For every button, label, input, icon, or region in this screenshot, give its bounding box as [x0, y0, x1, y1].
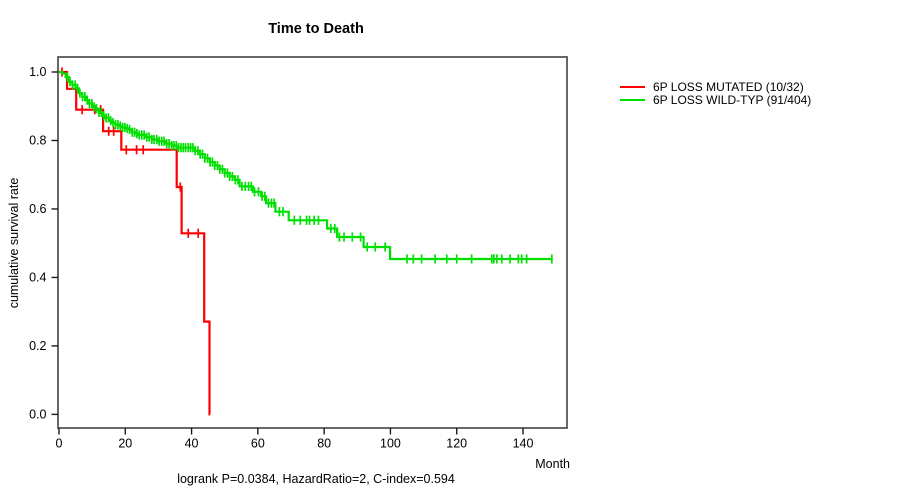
x-tick-label: 140 — [513, 437, 534, 451]
survival-curve-wildtype — [59, 70, 552, 261]
legend-item-mutated: 6P LOSS MUTATED (10/32) — [620, 80, 811, 94]
y-tick-label: 0.6 — [29, 202, 46, 216]
x-tick-label: 20 — [118, 437, 132, 451]
x-tick-label: 80 — [317, 437, 331, 451]
legend-label-wildtype: 6P LOSS WILD-TYP (91/404) — [653, 93, 812, 108]
x-tick-label: 60 — [251, 437, 265, 451]
chart-title: Time to Death — [268, 21, 364, 37]
x-tick-label: 100 — [380, 437, 401, 451]
y-tick-label: 0.4 — [29, 271, 46, 285]
legend-label-mutated: 6P LOSS MUTATED (10/32) — [653, 79, 804, 94]
legend-swatch-wildtype — [620, 99, 645, 102]
y-tick-label: 0.2 — [29, 339, 46, 353]
survival-curve-mutated — [59, 70, 211, 416]
x-tick-label: 40 — [185, 437, 199, 451]
y-tick-label: 1.0 — [29, 65, 46, 79]
y-tick-label: 0.8 — [29, 134, 46, 148]
y-tick-label: 0.0 — [29, 408, 46, 422]
x-axis-title: Month — [535, 457, 570, 471]
legend-item-wildtype: 6P LOSS WILD-TYP (91/404) — [620, 93, 812, 108]
x-tick-label: 120 — [446, 437, 467, 451]
x-tick-label: 0 — [56, 437, 63, 451]
stats-annotation: logrank P=0.0384, HazardRatio=2, C-index… — [177, 472, 455, 486]
legend: 6P LOSS MUTATED (10/32) 6P LOSS WILD-TYP… — [620, 80, 811, 107]
plot-box — [57, 56, 568, 429]
legend-swatch-mutated — [620, 85, 645, 88]
y-axis-title: cumulative survival rate — [7, 177, 21, 309]
